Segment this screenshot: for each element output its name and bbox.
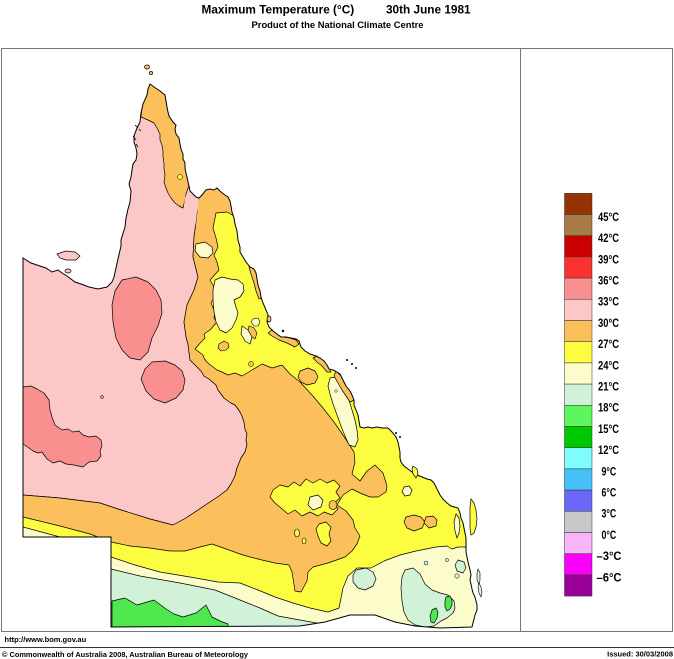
svg-text:30th June 1981: 30th June 1981 <box>386 3 471 17</box>
svg-text:45°C: 45°C <box>598 210 619 224</box>
svg-text:33°C: 33°C <box>598 295 619 309</box>
svg-text:http://www.bom.gov.au: http://www.bom.gov.au <box>5 635 87 644</box>
svg-text:Maximum Temperature (°C): Maximum Temperature (°C) <box>202 3 355 17</box>
svg-text:9°C: 9°C <box>602 464 617 478</box>
svg-text:42°C: 42°C <box>598 231 619 245</box>
svg-text:21°C: 21°C <box>598 380 619 394</box>
svg-text:© Commonwealth of Australia 20: © Commonwealth of Australia 2008, Austra… <box>2 650 249 659</box>
svg-text:–6°C: –6°C <box>597 570 622 584</box>
svg-text:6°C: 6°C <box>602 486 617 500</box>
svg-text:3°C: 3°C <box>602 507 617 521</box>
svg-text:30°C: 30°C <box>598 316 619 330</box>
svg-text:36°C: 36°C <box>598 274 619 288</box>
svg-text:27°C: 27°C <box>598 337 619 351</box>
svg-text:12°C: 12°C <box>598 443 619 457</box>
svg-text:–3°C: –3°C <box>597 549 622 563</box>
svg-text:Product of the National Climat: Product of the National Climate Centre <box>252 19 424 30</box>
svg-text:Issued: 30/03/2008: Issued: 30/03/2008 <box>607 650 673 659</box>
svg-text:15°C: 15°C <box>598 422 619 436</box>
svg-text:24°C: 24°C <box>598 358 619 372</box>
svg-text:18°C: 18°C <box>598 401 619 415</box>
svg-text:0°C: 0°C <box>602 528 617 542</box>
svg-text:39°C: 39°C <box>598 252 619 266</box>
